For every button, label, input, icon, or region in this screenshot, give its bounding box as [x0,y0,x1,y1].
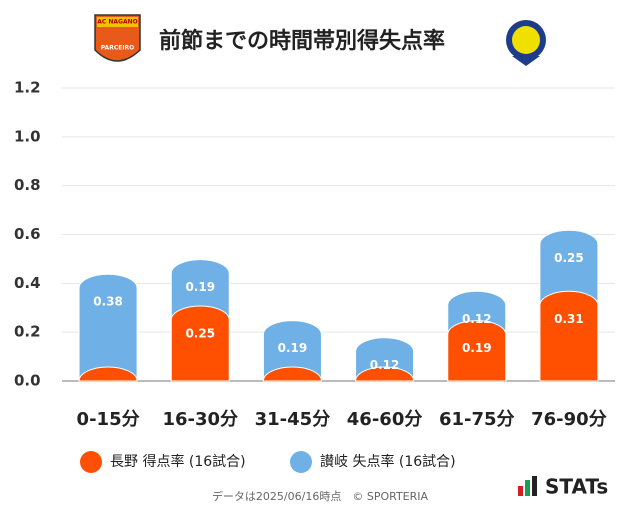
bar-segment [262,320,322,382]
logo-right [506,20,546,66]
logo-text: PARCEIRO [101,45,135,52]
brand: STATs [545,475,608,499]
x-tick-label: 31-45分 [255,409,331,430]
legend-label: 長野 得点率 (16試合) [110,453,246,470]
x-tick-label: 76-90分 [531,409,607,430]
bar-segment [355,366,415,382]
y-tick-label: 1.0 [14,127,41,145]
chart-title: 前節までの時間帯別得失点率 [159,28,445,54]
logo-text: AC NAGANO [97,19,138,26]
y-tick-label: 0.2 [14,323,41,341]
y-tick-label: 0.4 [14,274,41,292]
bar-segment [78,366,138,382]
y-tick-label: 0.8 [14,176,41,194]
bar-segment [78,273,138,382]
y-tick-label: 1.2 [14,79,41,97]
legend-marker [80,451,102,473]
value-label: 0.31 [554,312,584,326]
bar-segment [539,290,599,382]
x-tick-label: 16-30分 [162,409,238,430]
x-tick-label: 46-60分 [347,409,423,430]
value-label: 0.19 [185,280,215,294]
x-tick-label: 61-75分 [439,409,515,430]
value-label: 0.12 [462,312,492,326]
legend-marker [290,451,312,473]
logo-left: AC NAGANO PARCEIRO [94,14,141,62]
value-label: 0.25 [185,326,215,340]
value-label: 0.25 [554,251,584,265]
bar-segment [262,366,322,382]
x-tick-label: 0-15分 [77,409,140,430]
y-tick-label: 0.6 [14,225,41,243]
bar-segment [170,305,230,382]
value-label: 0.38 [93,295,123,309]
value-label: 0.19 [462,341,492,355]
value-label: 0.19 [278,341,308,355]
y-tick-label: 0.0 [14,372,41,390]
legend-label: 讃岐 失点率 (16試合) [320,453,456,470]
value-label: 0.12 [370,358,400,372]
footer: データは2025/06/16時点 © SPORTERIA [212,489,429,503]
bar-segment [447,320,507,382]
stats-logo: STATs [518,475,608,499]
